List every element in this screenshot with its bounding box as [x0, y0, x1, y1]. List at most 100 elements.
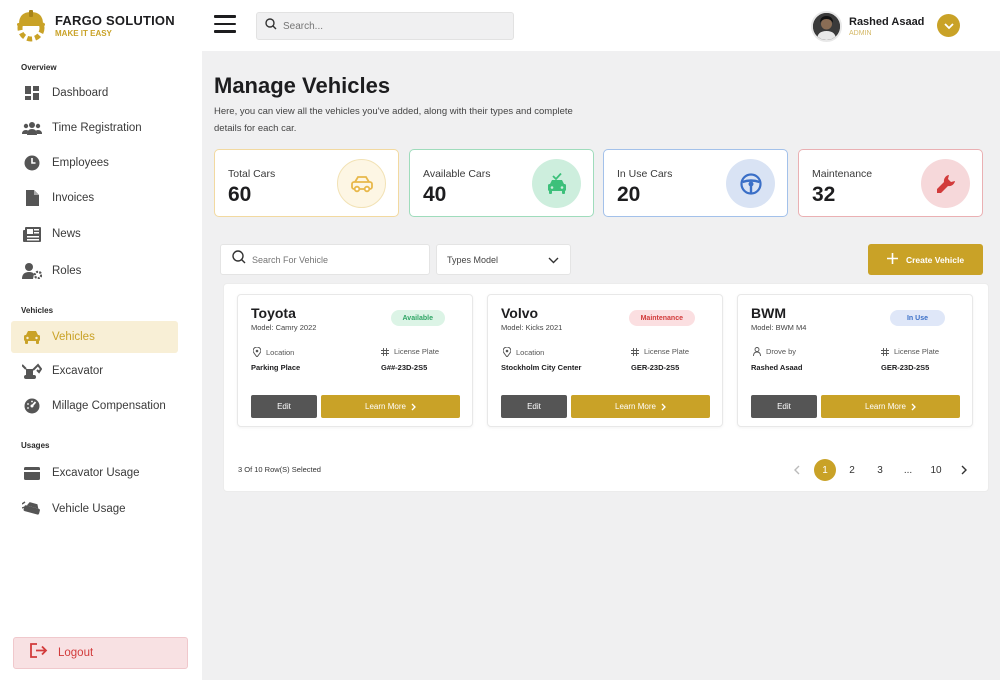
chevron-down-icon: [943, 17, 954, 35]
sidebar-item-employees[interactable]: Employees: [11, 147, 178, 179]
next-page-button[interactable]: [958, 459, 970, 481]
prev-page-button[interactable]: [791, 459, 803, 481]
vehicle-name: Toyota: [251, 305, 296, 321]
stat-card-total-cars: Total Cars 60: [214, 149, 399, 217]
stat-card-maintenance: Maintenance 32: [798, 149, 983, 217]
chevron-left-icon: [794, 465, 800, 475]
create-vehicle-button[interactable]: Create Vehicle: [868, 244, 983, 275]
sidebar-item-dashboard[interactable]: Dashboard: [11, 77, 178, 109]
hash-icon: [881, 347, 889, 356]
sidebar-item-vehicles[interactable]: Vehicles: [11, 321, 178, 353]
vehicle-card: BWM Model: BWM M4 In Use Drove by Rashed…: [737, 294, 973, 427]
sidebar-item-invoices[interactable]: Invoices: [11, 182, 178, 214]
chevron-down-icon: [548, 251, 559, 269]
stat-value: 32: [812, 183, 836, 206]
logout-button[interactable]: Logout: [13, 637, 188, 669]
stat-value: 60: [228, 183, 252, 206]
stat-label: Maintenance: [812, 168, 873, 180]
page-button-10[interactable]: 10: [930, 464, 942, 476]
brand[interactable]: FARGO SOLUTION MAKE IT EASY: [14, 8, 175, 42]
vehicle-card: Volvo Model: Kicks 2021 Maintenance Loca…: [487, 294, 723, 427]
edit-button[interactable]: Edit: [501, 395, 567, 418]
stat-label: Available Cars: [423, 168, 491, 180]
car-outline-icon: [337, 159, 386, 208]
sidebar-item-label: Dashboard: [52, 87, 109, 99]
user-profile[interactable]: Rashed Asaad ADMIN: [811, 11, 924, 42]
clock-icon: [22, 153, 42, 173]
vehicle-search[interactable]: [220, 244, 430, 275]
logout-label: Logout: [58, 647, 94, 659]
user-icon: [753, 347, 761, 356]
sidebar-item-excavator-usage[interactable]: Excavator Usage: [11, 457, 178, 489]
stat-label: In Use Cars: [617, 168, 673, 180]
page-button-3[interactable]: 3: [877, 464, 883, 476]
sidebar-item-label: Invoices: [52, 192, 95, 204]
search-icon: [265, 17, 277, 35]
sidebar-item-excavator[interactable]: Excavator: [11, 355, 178, 387]
page-button-2[interactable]: 2: [849, 464, 855, 476]
topbar: Rashed Asaad ADMIN: [202, 0, 1000, 51]
logout-icon: [30, 643, 48, 663]
user-menu-button[interactable]: [937, 14, 960, 37]
vehicle-model: Model: Camry 2022: [251, 323, 317, 332]
file-icon: [22, 188, 42, 208]
user-name: Rashed Asaad: [849, 16, 925, 28]
sidebar-item-roles[interactable]: Roles: [11, 255, 178, 287]
sidebar-item-label: Excavator: [52, 365, 104, 377]
sidebar-item-time-registration[interactable]: Time Registration: [11, 112, 178, 144]
page-description: Here, you can view all the vehicles you'…: [214, 106, 573, 134]
page-button-1[interactable]: 1: [814, 459, 836, 481]
learn-more-button[interactable]: Learn More: [321, 395, 460, 418]
field-label: License Plate: [381, 347, 439, 356]
stat-label: Total Cars: [228, 168, 276, 180]
license-plate-value: G##-23D-2S5: [381, 363, 428, 372]
field-label: License Plate: [881, 347, 939, 356]
menu-toggle-icon[interactable]: [214, 15, 236, 35]
vehicle-search-input[interactable]: [252, 254, 412, 265]
avatar: [811, 11, 842, 42]
brand-name: FARGO SOLUTION: [55, 12, 175, 28]
search-input[interactable]: [283, 20, 493, 32]
brand-tagline: MAKE IT EASY: [55, 28, 112, 38]
newspaper-icon: [22, 224, 42, 244]
field-value: Rashed Asaad: [751, 363, 803, 372]
location-pin-icon: [253, 347, 261, 357]
status-badge: Maintenance: [628, 310, 695, 326]
sidebar-item-news[interactable]: News: [11, 218, 178, 250]
chevron-right-icon: [911, 403, 916, 410]
field-label: Location: [503, 347, 544, 357]
sidebar-item-label: Employees: [52, 157, 109, 169]
field-value: Parking Place: [251, 363, 301, 372]
global-search[interactable]: [256, 12, 514, 40]
steering-wheel-icon: [726, 159, 775, 208]
learn-more-button[interactable]: Learn More: [821, 395, 960, 418]
edit-button[interactable]: Edit: [751, 395, 817, 418]
status-badge: Available: [390, 310, 445, 326]
license-plate-value: GER-23D-2S5: [881, 363, 930, 372]
rows-selected-text: 3 Of 10 Row(S) Selected: [238, 465, 321, 474]
location-pin-icon: [503, 347, 511, 357]
vehicle-card: Toyota Model: Camry 2022 Available Locat…: [237, 294, 473, 427]
dashboard-icon: [22, 83, 42, 103]
types-model-dropdown[interactable]: Types Model: [436, 244, 571, 275]
chevron-right-icon: [411, 403, 416, 410]
hash-icon: [381, 347, 389, 356]
user-gear-icon: [22, 261, 42, 281]
field-value: Stockholm City Center: [501, 363, 582, 372]
section-label-usages: Usages: [21, 441, 50, 450]
section-label-overview: Overview: [21, 63, 57, 72]
learn-more-button[interactable]: Learn More: [571, 395, 710, 418]
sidebar-item-label: Vehicles: [52, 331, 95, 343]
sidebar-item-label: Millage Compensation: [52, 400, 166, 412]
search-icon: [232, 250, 246, 269]
sidebar-item-vehicle-usage[interactable]: Vehicle Usage: [11, 493, 178, 525]
sidebar: FARGO SOLUTION MAKE IT EASY Overview Das…: [0, 0, 202, 680]
sidebar-item-millage-compensation[interactable]: Millage Compensation: [11, 390, 178, 422]
status-badge: In Use: [889, 310, 945, 326]
vehicle-name: Volvo: [501, 305, 539, 321]
edit-button[interactable]: Edit: [251, 395, 317, 418]
gauge-icon: [22, 396, 42, 416]
hard-hat-gear-logo: [17, 10, 45, 42]
hash-icon: [631, 347, 639, 356]
stat-card-available-cars: Available Cars 40: [409, 149, 594, 217]
